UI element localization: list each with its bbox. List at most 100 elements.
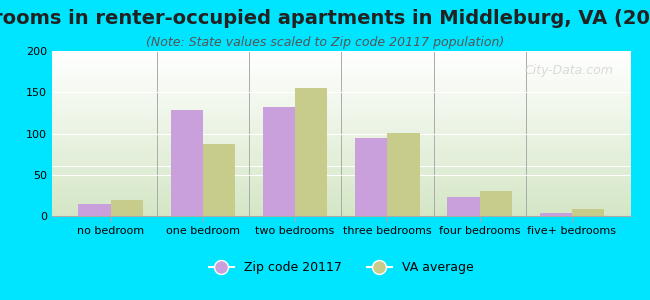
Bar	[52, 193, 630, 194]
Bar	[52, 67, 630, 68]
Bar	[78, 204, 111, 216]
Bar	[52, 126, 630, 127]
Bar	[52, 84, 630, 85]
Bar	[52, 138, 630, 139]
Bar	[52, 70, 630, 71]
Bar	[52, 170, 630, 171]
Bar	[52, 215, 630, 216]
Bar	[52, 180, 630, 181]
Bar	[52, 206, 630, 207]
Bar	[52, 131, 630, 132]
Bar	[170, 110, 203, 216]
Bar	[52, 191, 630, 192]
Bar	[52, 182, 630, 183]
Bar	[52, 116, 630, 117]
Bar	[52, 154, 630, 155]
Bar	[52, 118, 630, 119]
Bar	[52, 190, 630, 191]
Bar	[52, 155, 630, 156]
Bar	[52, 83, 630, 84]
Bar	[52, 144, 630, 145]
Bar	[52, 92, 630, 93]
Bar	[52, 148, 630, 149]
Bar	[52, 74, 630, 75]
Bar	[52, 165, 630, 166]
Bar	[52, 65, 630, 66]
Bar	[52, 98, 630, 99]
Bar	[52, 87, 630, 88]
Bar	[52, 114, 630, 115]
Bar	[52, 167, 630, 168]
Bar	[52, 124, 630, 125]
Bar	[52, 195, 630, 196]
Bar	[52, 110, 630, 111]
Bar	[52, 158, 630, 159]
Bar	[52, 130, 630, 131]
Bar	[52, 134, 630, 135]
Bar	[52, 112, 630, 113]
Bar	[52, 196, 630, 197]
Legend: Zip code 20117, VA average: Zip code 20117, VA average	[204, 256, 478, 279]
Bar	[52, 68, 630, 69]
Bar	[52, 161, 630, 162]
Bar	[52, 175, 630, 176]
Bar	[52, 73, 630, 74]
Bar	[52, 187, 630, 188]
Bar	[52, 212, 630, 213]
Bar	[52, 183, 630, 184]
Bar	[52, 188, 630, 189]
Bar	[355, 138, 387, 216]
Bar	[52, 88, 630, 89]
Bar	[52, 100, 630, 101]
Bar	[52, 152, 630, 153]
Bar	[52, 204, 630, 205]
Bar	[52, 168, 630, 169]
Bar	[52, 57, 630, 58]
Bar	[52, 111, 630, 112]
Bar	[52, 89, 630, 90]
Bar	[52, 147, 630, 148]
Bar	[52, 142, 630, 143]
Bar	[52, 149, 630, 150]
Bar	[52, 75, 630, 76]
Bar	[52, 102, 630, 103]
Bar	[52, 71, 630, 72]
Bar	[52, 173, 630, 174]
Bar	[52, 153, 630, 154]
Bar	[52, 132, 630, 133]
Bar	[52, 162, 630, 163]
Bar	[52, 56, 630, 57]
Bar	[52, 199, 630, 200]
Bar	[52, 141, 630, 142]
Text: (Note: State values scaled to Zip code 20117 population): (Note: State values scaled to Zip code 2…	[146, 36, 504, 49]
Bar	[52, 214, 630, 215]
Bar	[52, 53, 630, 54]
Bar	[52, 143, 630, 144]
Bar	[52, 136, 630, 137]
Bar	[52, 82, 630, 83]
Bar	[52, 181, 630, 182]
Bar	[52, 205, 630, 206]
Bar	[447, 197, 480, 216]
Bar	[52, 203, 630, 204]
Bar	[540, 213, 572, 216]
Bar	[52, 184, 630, 185]
Bar	[52, 179, 630, 180]
Bar	[572, 209, 604, 216]
Bar	[52, 176, 630, 177]
Bar	[52, 137, 630, 138]
Bar	[52, 198, 630, 199]
Bar	[52, 80, 630, 81]
Bar	[52, 192, 630, 193]
Bar	[52, 207, 630, 208]
Bar	[52, 66, 630, 67]
Bar	[52, 69, 630, 70]
Bar	[52, 54, 630, 55]
Bar	[52, 85, 630, 86]
Bar	[52, 169, 630, 170]
Bar	[52, 150, 630, 151]
Bar	[52, 211, 630, 212]
Bar	[52, 208, 630, 209]
Bar	[52, 156, 630, 157]
Bar	[52, 122, 630, 123]
